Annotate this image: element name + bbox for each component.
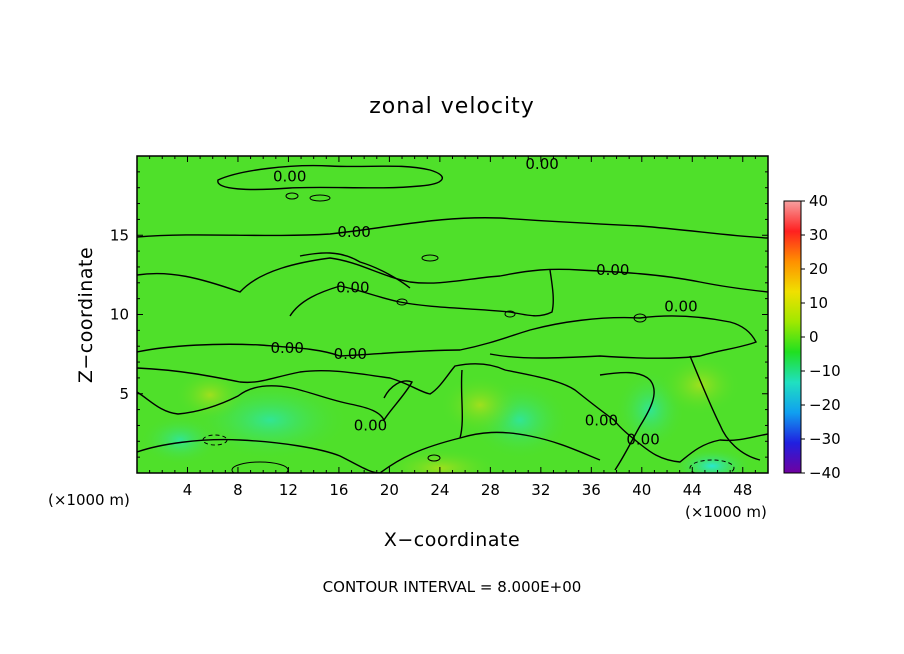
contour-line: [504, 310, 516, 318]
field-shade: [175, 370, 245, 420]
contour-line: [299, 252, 411, 289]
x-tick-label: 12: [279, 481, 298, 499]
x-tick-label: 24: [430, 481, 449, 499]
x-tick-label: 16: [329, 481, 348, 499]
contour-value-label: 0.00: [354, 416, 387, 434]
contour-value-label: 0.00: [585, 412, 618, 430]
contour-line: [137, 363, 506, 395]
field-shade: [660, 355, 740, 415]
colorbar-tick-label: −30: [809, 430, 841, 448]
velocity-field: 0.00 0.00 0.00 0.00 0.00 0.00 0.00 0.00 0.00 0.00…: [137, 155, 768, 473]
x-unit-left: (×1000 m): [48, 491, 130, 509]
x-axis-label: X−coordinate: [384, 529, 520, 551]
contour-value-label: 0.00: [525, 155, 558, 173]
negative-contours: [202, 434, 735, 473]
contour-line: [689, 355, 761, 461]
contour-value-label: 0.00: [273, 168, 306, 186]
y-tick-label: 5: [119, 385, 129, 403]
x-tick-label: 48: [733, 481, 752, 499]
contour-value-label: 0.00: [270, 339, 303, 357]
contour-line: [202, 434, 228, 446]
colorbar: 40 30 20 10 0 −10 −20 −30 −40: [783, 192, 841, 482]
contour-line: [504, 369, 768, 463]
colorbar-tick-label: 20: [809, 260, 828, 278]
y-axis: 5 10 15: [110, 171, 768, 458]
x-tick-label: 44: [683, 481, 702, 499]
colorbar-gradient: [783, 200, 802, 474]
contour-value-label: 0.00: [626, 431, 659, 449]
colorbar-ticks: 40 30 20 10 0 −10 −20 −30 −40: [801, 192, 841, 482]
contour-interval-note: CONTOUR INTERVAL = 8.000E+00: [323, 578, 582, 596]
contour-line: [137, 257, 768, 293]
contour-line: [459, 369, 463, 439]
x-unit-right: (×1000 m): [685, 503, 767, 521]
contour-lines: [137, 164, 768, 473]
x-tick-label: 20: [380, 481, 399, 499]
y-tick-label: 10: [110, 306, 129, 324]
contour-line: [137, 217, 768, 239]
x-tick-label: 40: [632, 481, 651, 499]
contour-line: [137, 438, 381, 473]
x-tick-label: 28: [481, 481, 500, 499]
contour-line: [421, 254, 439, 262]
colorbar-tick-label: −40: [809, 464, 841, 482]
contour-value-label: 0.00: [336, 279, 369, 297]
contour-line: [689, 459, 735, 473]
field-shade: [672, 448, 752, 473]
colorbar-tick-label: 30: [809, 226, 828, 244]
contour-value-label: 0.00: [334, 345, 367, 363]
contour-value-label: 0.00: [664, 298, 697, 316]
contour-line: [427, 454, 441, 462]
chart-title: zonal velocity: [369, 94, 535, 119]
contour-line: [137, 315, 757, 359]
field-shade: [440, 375, 520, 435]
x-axis: 4 8 12 16 20 24 28 32 36 40 44 48: [149, 156, 756, 499]
contour-value-label: 0.00: [596, 261, 629, 279]
contour-line: [309, 194, 331, 202]
field-shade: [140, 415, 220, 465]
colorbar-tick-label: 0: [809, 328, 819, 346]
contour-line: [633, 313, 647, 323]
contour-value-label: 0.00: [337, 223, 370, 241]
contour-line: [379, 431, 601, 473]
colorbar-tick-label: 40: [809, 192, 828, 210]
contour-labels: 0.00 0.00 0.00 0.00 0.00 0.00 0.00 0.00 0.00 0.00…: [270, 155, 697, 449]
contour-line: [217, 164, 443, 191]
contour-line: [285, 192, 299, 200]
contour-line: [137, 380, 413, 422]
colorbar-tick-label: −10: [809, 362, 841, 380]
contour-line: [289, 269, 554, 317]
x-tick-label: 36: [582, 481, 601, 499]
colorbar-tick-label: −20: [809, 396, 841, 414]
x-tick-label: 32: [531, 481, 550, 499]
x-tick-label: 4: [183, 481, 193, 499]
y-tick-label: 15: [110, 226, 129, 244]
colorbar-tick-label: 10: [809, 294, 828, 312]
contour-line: [396, 298, 408, 306]
contour-line: [599, 371, 655, 471]
x-tick-label: 8: [233, 481, 243, 499]
y-axis-label: Z−coordinate: [75, 247, 97, 383]
